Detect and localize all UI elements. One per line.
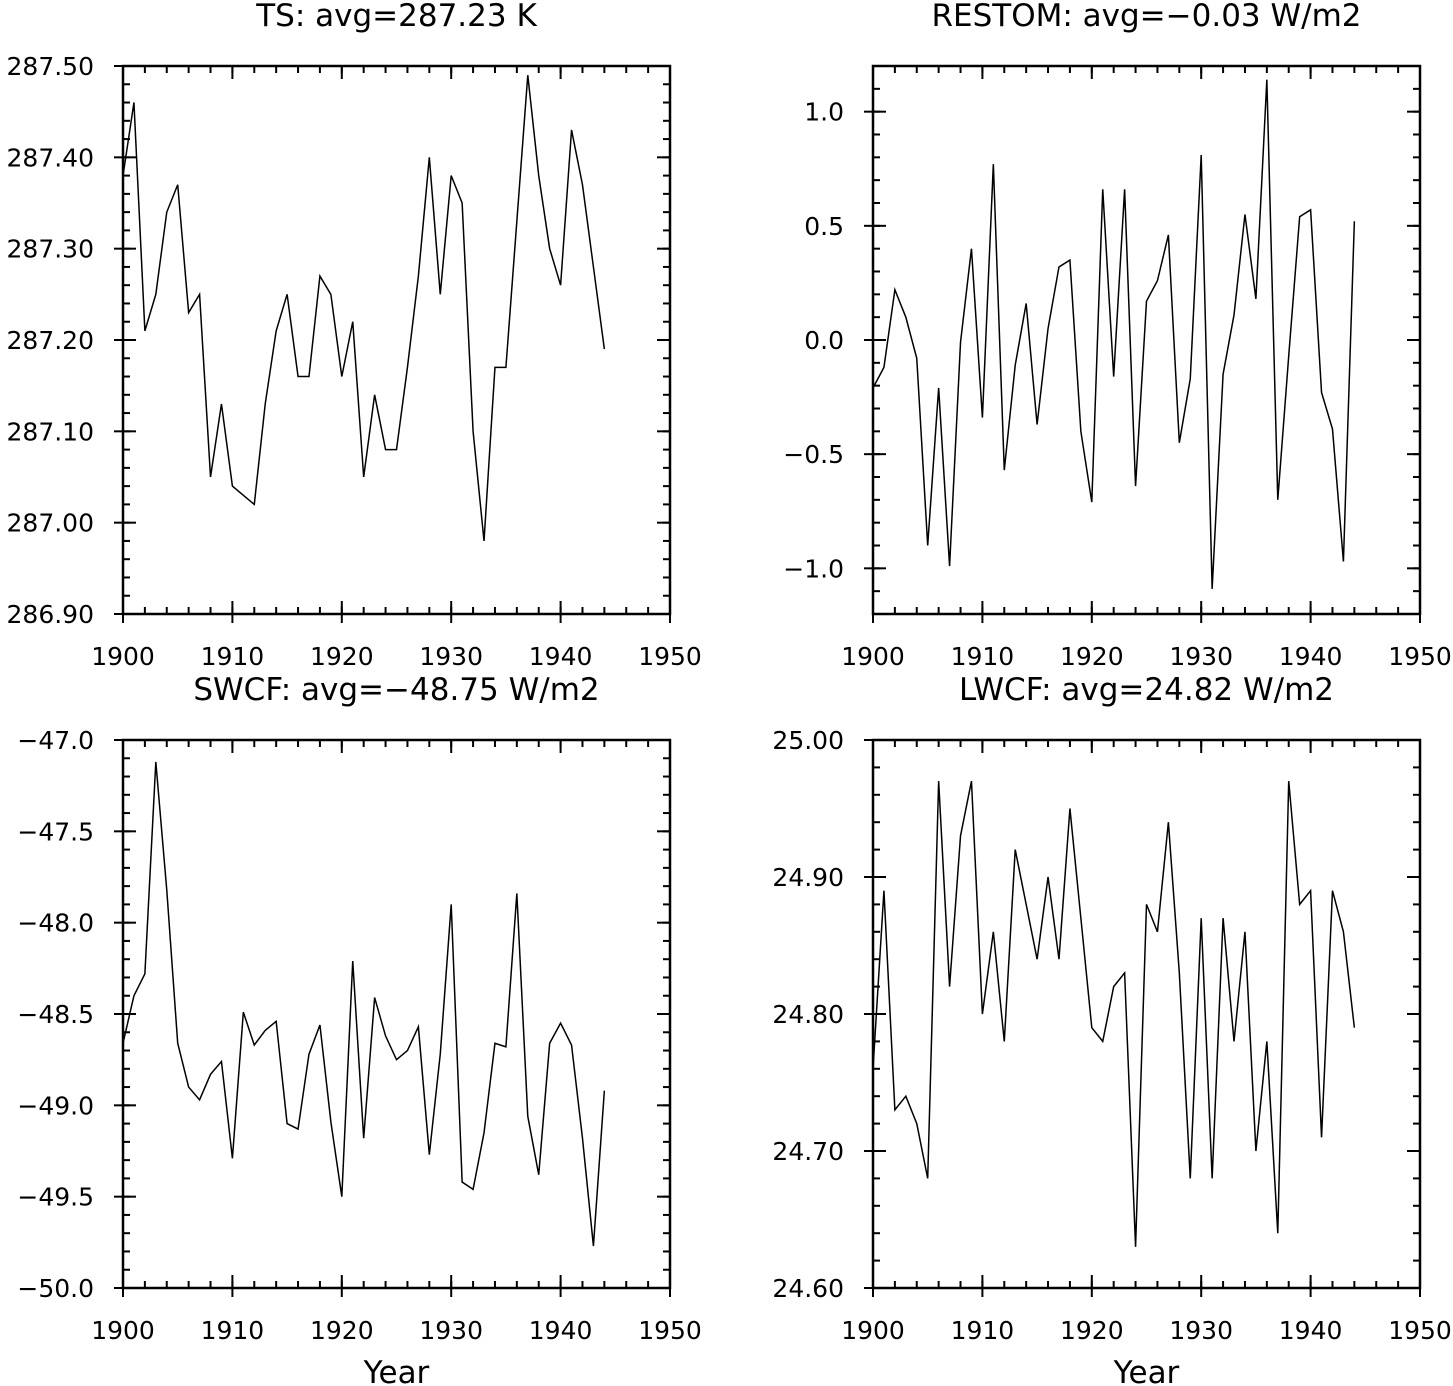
x-tick-label: 1940 [1279,1316,1343,1345]
y-tick-label: 0.5 [804,212,844,241]
x-tick-label: 1910 [951,1316,1015,1345]
y-tick-label: −47.0 [17,726,94,755]
x-tick-label: 1910 [201,1316,265,1345]
panel-lwcf: LWCF: avg=24.82 W/m2 1900 1910 1920 1930 1940… [772,672,1451,1386]
y-tick-label: 24.70 [772,1137,844,1166]
panel-ts: TS: avg=287.23 K 1900 1910 1920 1930 1940 1950… [7,0,702,671]
y-tick-label: −49.0 [17,1091,94,1120]
x-tick-label: 1910 [951,642,1015,671]
y-tick-label: 287.50 [7,52,94,81]
x-tick-label: 1930 [419,642,483,671]
plot-frame [121,64,672,616]
series-line [122,75,606,542]
x-axis-label: Year [363,1355,430,1386]
x-axis-label: Year [1113,1355,1180,1386]
chart-title: RESTOM: avg=−0.03 W/m2 [931,0,1361,34]
y-tick-label: 287.30 [7,235,94,264]
chart-title: SWCF: avg=−48.75 W/m2 [193,672,599,708]
y-tick-label: 24.60 [772,1274,844,1303]
x-tick-label: 1940 [529,1316,593,1345]
y-tick-label: 287.00 [7,509,94,538]
y-tick-label: 24.90 [772,863,844,892]
x-tick-label: 1910 [201,642,265,671]
y-tick-label: 287.20 [7,326,94,355]
x-tick-label: 1940 [1279,642,1343,671]
plot-frame [121,738,672,1290]
x-tick-label: 1900 [841,642,905,671]
x-tick-label: 1920 [1060,642,1124,671]
y-tick-label: −50.0 [17,1274,94,1303]
y-tick-label: 1.0 [804,98,844,127]
y-tick-label: 25.00 [772,726,844,755]
y-tick-label: −0.5 [783,440,844,469]
x-tick-label: 1920 [1060,1316,1124,1345]
x-tick-label: 1950 [1388,642,1452,671]
panel-restom: RESTOM: avg=−0.03 W/m2 1900 1910 1920 1930 19… [783,0,1452,671]
x-tick-label: 1920 [310,642,374,671]
x-tick-label: 1900 [841,1316,905,1345]
x-tick-label: 1900 [91,1316,155,1345]
x-tick-label: 1950 [1388,1316,1452,1345]
y-tick-label: 287.40 [7,143,94,172]
y-tick-label: 24.80 [772,1000,844,1029]
chart-title: TS: avg=287.23 K [255,0,537,34]
panel-swcf: SWCF: avg=−48.75 W/m2 1900 1910 1920 1930 194… [17,672,701,1386]
y-tick-label: 287.10 [7,417,94,446]
y-tick-label: −1.0 [783,554,844,583]
y-tick-label: 0.0 [804,326,844,355]
y-tick-label: −47.5 [17,817,94,846]
x-tick-label: 1950 [638,1316,702,1345]
x-tick-label: 1930 [1169,642,1233,671]
y-tick-label: 286.90 [7,600,94,629]
chart-title: LWCF: avg=24.82 W/m2 [959,672,1334,708]
x-tick-label: 1930 [1169,1316,1233,1345]
series-line [872,780,1356,1247]
x-tick-label: 1930 [419,1316,483,1345]
plot-frame [871,738,1422,1290]
y-tick-label: −49.5 [17,1183,94,1212]
series-line [872,79,1356,589]
y-tick-label: −48.0 [17,909,94,938]
y-tick-label: −48.5 [17,1000,94,1029]
x-tick-label: 1920 [310,1316,374,1345]
x-tick-label: 1940 [529,642,593,671]
x-tick-label: 1950 [638,642,702,671]
series-line [122,761,606,1247]
x-tick-label: 1900 [91,642,155,671]
plot-frame [871,64,1422,616]
